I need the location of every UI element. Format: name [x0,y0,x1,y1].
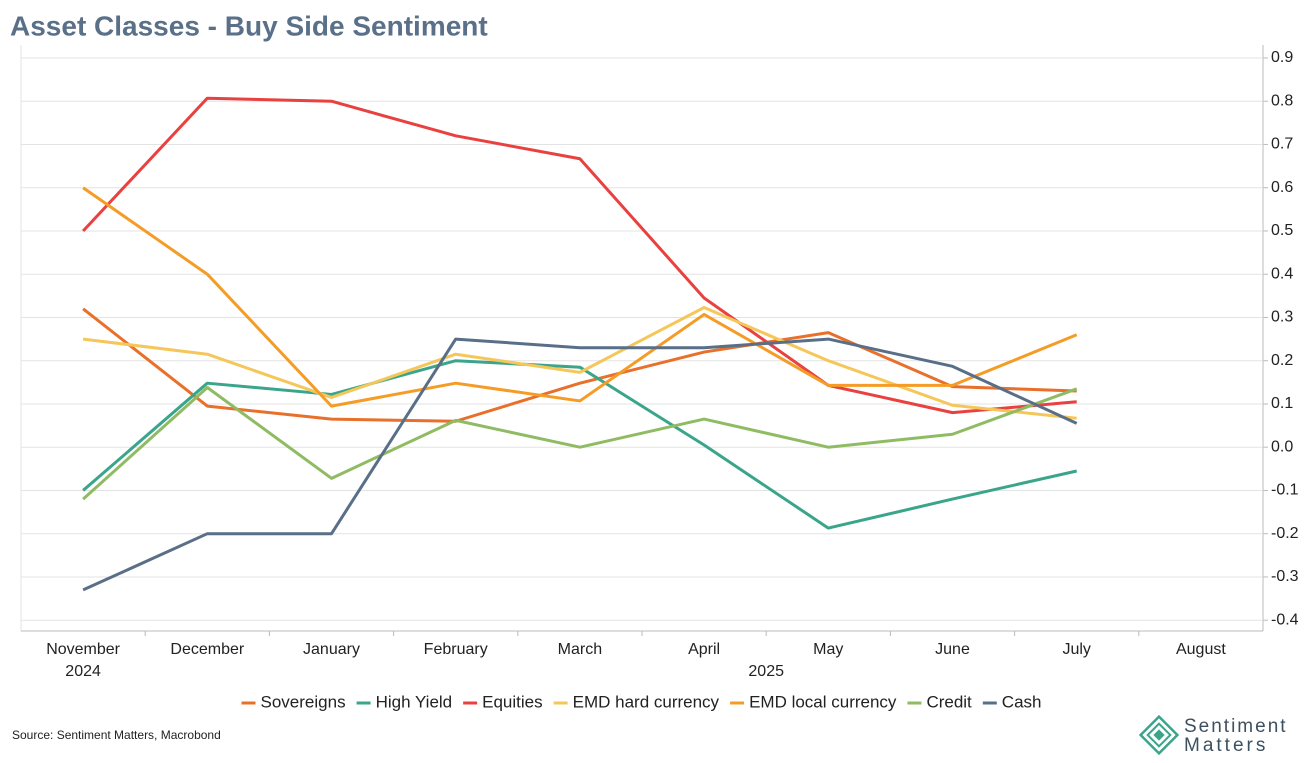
y-tick-label: -0.2 [1271,525,1299,542]
series-line [82,386,1078,501]
x-tick-label: July [1062,641,1090,658]
y-tick-label: -0.1 [1271,482,1299,499]
y-tick-label: 0.0 [1271,438,1293,455]
legend-label: Equities [482,692,542,711]
y-tick-label: 0.8 [1271,92,1293,109]
x-tick-label: November [46,641,120,658]
legend-label: EMD local currency [749,692,897,711]
year-label: 2024 [65,663,101,680]
series-line [82,359,1078,530]
y-tick-label: 0.5 [1271,222,1293,239]
y-tick-label: 0.1 [1271,395,1293,412]
legend-label: Cash [1002,692,1042,711]
chart-title: Asset Classes - Buy Side Sentiment [10,10,488,41]
series-line [82,306,1077,420]
x-tick-label: February [424,641,488,658]
y-tick-label: -0.4 [1271,611,1299,628]
x-tick-label: June [935,641,970,658]
legend-label: High Yield [376,692,453,711]
year-label: 2025 [748,663,784,680]
x-tick-label: May [813,641,843,658]
logo-shape [1153,729,1165,741]
y-tick-label: 0.7 [1271,136,1293,153]
y-tick-label: 0.6 [1271,179,1293,196]
x-tick-label: April [688,641,720,658]
x-tick-label: March [558,641,602,658]
series-line [82,186,1078,408]
x-tick-label: August [1176,641,1226,658]
y-tick-label: 0.3 [1271,309,1293,326]
legend-label: Sovereigns [261,692,346,711]
logo-shape [1138,714,1180,756]
series-line [82,96,1077,415]
series-line [82,307,1077,423]
y-tick-label: 0.2 [1271,352,1293,369]
y-tick-label: 0.4 [1271,265,1293,282]
x-tick-label: December [170,641,244,658]
x-tick-label: January [303,641,360,658]
y-tick-label: -0.3 [1271,568,1299,585]
brand-logo: Sentiment Matters [1138,714,1288,756]
brand-text: Sentiment [1184,716,1288,737]
series-line [82,337,1078,592]
logo-shape [1146,722,1172,748]
legend-label: EMD hard currency [573,692,720,711]
y-tick-label: 0.9 [1271,49,1293,66]
brand-text: Matters [1184,735,1268,756]
source: Source: Sentiment Matters, Macrobond [12,728,221,742]
legend-label: Credit [926,692,972,711]
